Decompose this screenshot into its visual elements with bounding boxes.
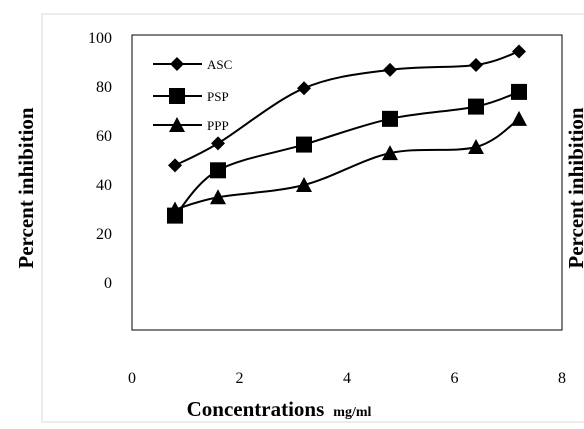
series-layer (167, 44, 527, 224)
x-tick-label: 0 (128, 370, 136, 387)
data-point-ppp (382, 145, 398, 161)
x-axis-title: Concentrations mg/ml (187, 397, 372, 421)
data-point-asc (168, 158, 182, 173)
y-tick-label: 40 (96, 177, 112, 194)
plot-area (131, 34, 563, 331)
x-tick-label: 4 (343, 370, 351, 387)
data-point-asc (512, 44, 526, 59)
x-axis-title-unit: mg/ml (333, 405, 371, 420)
data-point-psp (296, 136, 312, 153)
legend-marker-asc (170, 57, 184, 71)
data-point-ppp (468, 139, 484, 155)
data-point-psp (468, 98, 484, 115)
series-asc (168, 44, 526, 173)
legend-marker-psp (169, 88, 185, 104)
data-point-ppp (167, 201, 183, 217)
y-axis-title: Percent inhibition (14, 107, 38, 269)
data-point-asc (469, 57, 483, 72)
data-point-ppp (210, 189, 226, 205)
y-tick-label: 60 (96, 128, 112, 145)
x-axis-ticks: 0 2 4 6 8 (128, 370, 566, 387)
series-ppp (167, 110, 527, 217)
x-tick-label: 8 (558, 370, 566, 387)
legend-label-ppp: PPP (207, 118, 229, 133)
data-point-psp (210, 162, 226, 179)
y-tick-label: 80 (96, 79, 112, 96)
data-point-asc (297, 81, 311, 96)
data-point-psp (511, 83, 527, 100)
data-point-ppp (296, 177, 312, 192)
y-tick-label: 0 (104, 275, 112, 292)
x-tick-label: 6 (451, 370, 459, 387)
data-point-psp (382, 110, 398, 127)
y-axis-ticks: 0 20 40 60 80 100 (88, 30, 112, 292)
y-tick-label: 100 (88, 30, 112, 47)
data-point-asc (211, 136, 225, 151)
legend-marker-ppp (169, 117, 185, 132)
legend-label-psp: PSP (207, 89, 229, 104)
legend-label-asc: ASC (207, 57, 232, 72)
y-tick-label: 20 (96, 226, 112, 243)
data-point-ppp (511, 110, 527, 126)
x-axis-title-main: Concentrations (187, 397, 325, 421)
y-axis-title-right: Percent inhibition (564, 107, 584, 269)
x-tick-label: 2 (236, 370, 244, 387)
data-point-asc (383, 62, 397, 77)
legend: ASC PSP PPP (153, 57, 232, 133)
